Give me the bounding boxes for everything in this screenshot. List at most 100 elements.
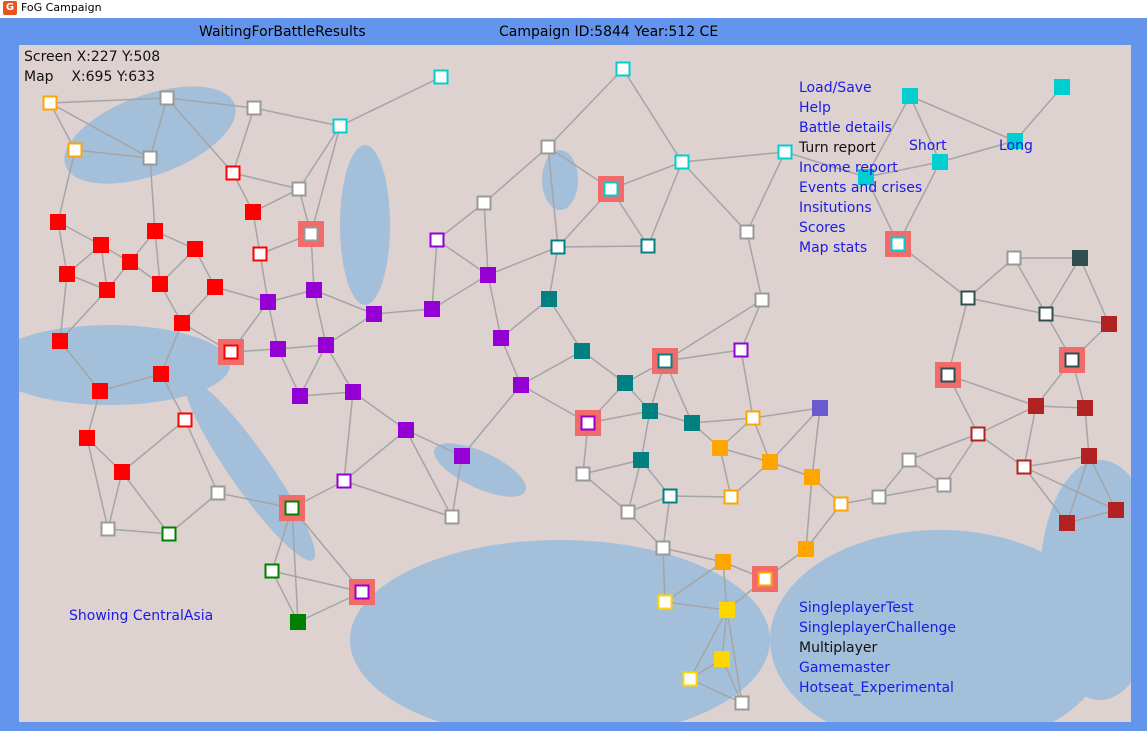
territory-neutral[interactable] [901, 452, 917, 468]
territory-red[interactable] [59, 266, 75, 282]
territory-orange[interactable] [42, 95, 58, 111]
territory-orange[interactable] [712, 440, 728, 456]
territory-brown[interactable] [1028, 398, 1044, 414]
territory-neutral[interactable] [444, 509, 460, 525]
territory-cyan[interactable] [1054, 79, 1070, 95]
territory-green[interactable] [284, 500, 300, 516]
territory-slate[interactable] [940, 367, 956, 383]
territory-teal[interactable] [662, 488, 678, 504]
territory-purple[interactable] [292, 388, 308, 404]
territory-neutral[interactable] [476, 195, 492, 211]
mode-singleplayer-test[interactable]: SingleplayerTest [799, 600, 914, 616]
territory-cyan[interactable] [332, 118, 348, 134]
menu-help[interactable]: Help [799, 100, 831, 116]
territory-slate[interactable] [1038, 306, 1054, 322]
territory-red[interactable] [177, 412, 193, 428]
territory-purple[interactable] [336, 473, 352, 489]
territory-purple[interactable] [270, 341, 286, 357]
territory-cyan[interactable] [433, 69, 449, 85]
territory-purple[interactable] [580, 415, 596, 431]
territory-neutral[interactable] [620, 504, 636, 520]
territory-slate[interactable] [1064, 352, 1080, 368]
territory-purple[interactable] [366, 306, 382, 322]
territory-purple[interactable] [733, 342, 749, 358]
territory-neutral[interactable] [754, 292, 770, 308]
territory-cyan[interactable] [603, 181, 619, 197]
mode-singleplayer-challenge[interactable]: SingleplayerChallenge [799, 620, 957, 636]
mode-multiplayer[interactable]: Multiplayer [799, 640, 878, 656]
menu-turn-report[interactable]: Turn report [799, 140, 876, 156]
territory-green[interactable] [290, 614, 306, 630]
territory-neutral[interactable] [246, 100, 262, 116]
territory-red[interactable] [114, 464, 130, 480]
territory-brown[interactable] [1077, 400, 1093, 416]
territory-gold[interactable] [719, 602, 735, 618]
territory-red[interactable] [153, 366, 169, 382]
territory-red[interactable] [225, 165, 241, 181]
territory-neutral[interactable] [936, 477, 952, 493]
territory-gold[interactable] [682, 671, 698, 687]
territory-teal[interactable] [574, 343, 590, 359]
territory-gold[interactable] [714, 651, 730, 667]
territory-teal[interactable] [684, 415, 700, 431]
territory-red[interactable] [252, 246, 268, 262]
territory-purple[interactable] [429, 232, 445, 248]
territory-orange[interactable] [723, 489, 739, 505]
territory-neutral[interactable] [159, 90, 175, 106]
territory-cyan[interactable] [890, 236, 906, 252]
territory-orange[interactable] [804, 469, 820, 485]
menu-institutions[interactable]: Insitutions [799, 200, 872, 216]
territory-neutral[interactable] [291, 181, 307, 197]
territory-purple[interactable] [513, 377, 529, 393]
territory-slateblue[interactable] [812, 400, 828, 416]
territory-purple[interactable] [454, 448, 470, 464]
territory-purple[interactable] [398, 422, 414, 438]
territory-purple[interactable] [260, 294, 276, 310]
territory-brown[interactable] [1108, 502, 1124, 518]
report-short-button[interactable]: Short [909, 138, 947, 154]
territory-orange[interactable] [757, 571, 773, 587]
territory-brown[interactable] [1059, 515, 1075, 531]
menu-scores[interactable]: Scores [799, 220, 846, 236]
territory-brown[interactable] [1081, 448, 1097, 464]
territory-red[interactable] [207, 279, 223, 295]
map-canvas[interactable] [19, 45, 1131, 722]
menu-income-report[interactable]: Income report [799, 160, 898, 176]
territory-cyan[interactable] [615, 61, 631, 77]
campaign-map[interactable] [19, 45, 1131, 722]
territory-red[interactable] [92, 383, 108, 399]
territory-red[interactable] [152, 276, 168, 292]
territory-neutral[interactable] [540, 139, 556, 155]
territory-red[interactable] [52, 333, 68, 349]
territory-orange[interactable] [833, 496, 849, 512]
territory-teal[interactable] [550, 239, 566, 255]
territory-brown[interactable] [1101, 316, 1117, 332]
territory-brown[interactable] [970, 426, 986, 442]
territory-red[interactable] [79, 430, 95, 446]
territory-orange[interactable] [798, 541, 814, 557]
mode-gamemaster[interactable]: Gamemaster [799, 660, 891, 676]
territory-cyan[interactable] [777, 144, 793, 160]
territory-neutral[interactable] [655, 540, 671, 556]
territory-red[interactable] [93, 237, 109, 253]
territory-gold[interactable] [657, 594, 673, 610]
territory-neutral[interactable] [734, 695, 750, 711]
menu-map-stats[interactable]: Map stats [799, 240, 868, 256]
territory-purple[interactable] [345, 384, 361, 400]
territory-teal[interactable] [657, 353, 673, 369]
territory-purple[interactable] [318, 337, 334, 353]
territory-neutral[interactable] [303, 226, 319, 242]
territory-orange[interactable] [67, 142, 83, 158]
territory-red[interactable] [122, 254, 138, 270]
territory-red[interactable] [245, 204, 261, 220]
territory-red[interactable] [174, 315, 190, 331]
territory-cyan[interactable] [932, 154, 948, 170]
territory-cyan[interactable] [1007, 133, 1023, 149]
territory-cyan[interactable] [674, 154, 690, 170]
territory-neutral[interactable] [1006, 250, 1022, 266]
menu-battle-details[interactable]: Battle details [799, 120, 892, 136]
territory-red[interactable] [187, 241, 203, 257]
territory-red[interactable] [99, 282, 115, 298]
territory-green[interactable] [161, 526, 177, 542]
territory-neutral[interactable] [575, 466, 591, 482]
